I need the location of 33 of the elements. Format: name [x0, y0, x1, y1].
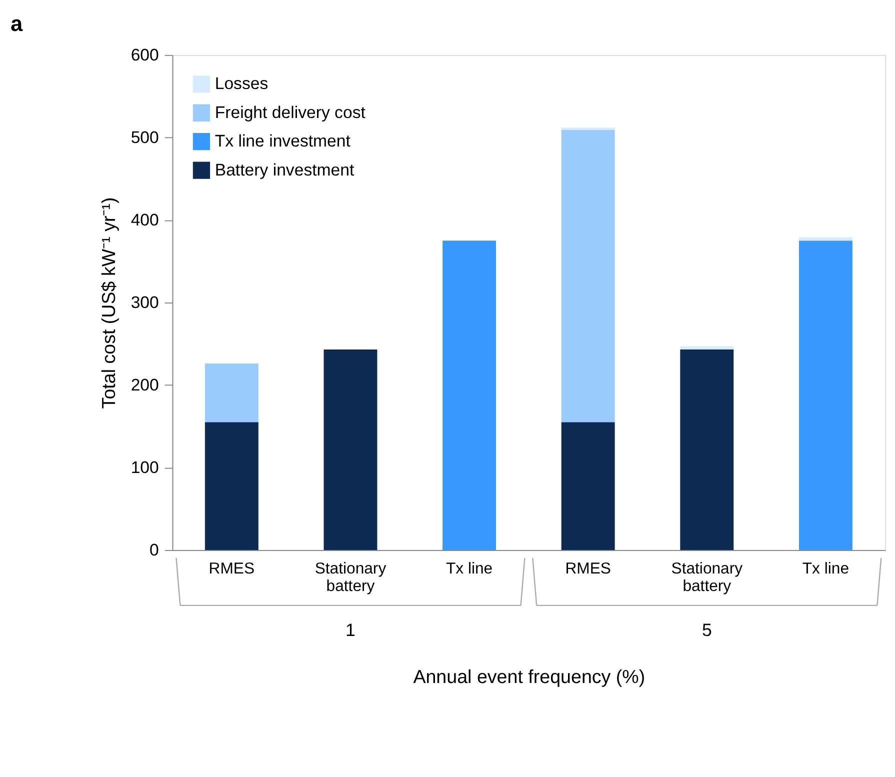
y-tick-label: 0 — [150, 540, 159, 560]
legend-label: Freight delivery cost — [214, 102, 366, 122]
bar — [561, 130, 615, 422]
chart-title: a — [10, 11, 24, 36]
x-tick-label: RMES — [208, 560, 255, 578]
y-axis-title: Total cost (US$ kW⁻¹ yr⁻¹) — [98, 197, 119, 409]
x-tick-label: RMES — [565, 560, 611, 578]
bar — [204, 364, 258, 422]
bar — [442, 240, 496, 550]
x-tick-label: Tx line — [446, 560, 493, 578]
x-axis-title: Annual event frequency (%) — [413, 666, 646, 688]
bar — [204, 422, 258, 550]
bar — [324, 350, 378, 550]
y-tick-label: 400 — [130, 210, 159, 230]
bar — [561, 422, 615, 550]
y-tick-label: 300 — [130, 292, 159, 312]
x-tick-label: Tx line — [802, 560, 850, 578]
x-tick-label: Stationary battery — [671, 560, 743, 596]
bar — [798, 237, 852, 241]
x-tick-label: Stationary battery — [314, 560, 386, 596]
text: 5 — [702, 620, 712, 640]
bar — [680, 346, 734, 350]
y-tick-label: 500 — [130, 128, 159, 147]
legend-label: Battery investment — [214, 160, 355, 180]
legend-label: Tx line investment — [214, 132, 351, 151]
text: 1 — [346, 620, 356, 640]
bar — [798, 240, 852, 550]
bar — [680, 350, 734, 550]
y-tick-label: 100 — [130, 458, 159, 477]
bar — [561, 128, 615, 130]
legend-label: Losses — [214, 74, 268, 94]
y-tick-label: 600 — [130, 45, 159, 64]
y-tick-label: 200 — [130, 375, 159, 394]
